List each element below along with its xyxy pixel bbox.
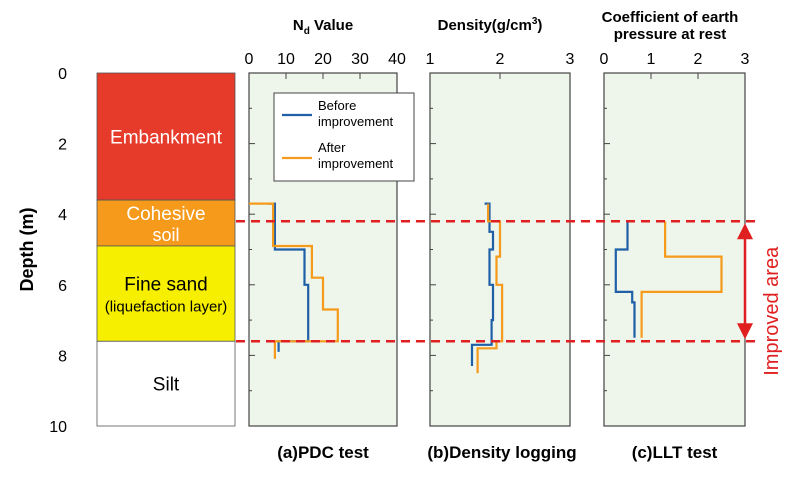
soil-layer-label-0: Embankment	[110, 128, 223, 149]
pdc-xtick-label-3: 30	[351, 51, 369, 68]
llt-series-after	[640, 221, 723, 338]
soil-layer-label-3: Silt	[153, 375, 180, 396]
depth-axis: Depth (m) 0 2 4 6 8 10	[17, 66, 67, 436]
density-title: Density(g/cm3)	[438, 16, 543, 34]
llt-panel: 0 1 2 3 (c)LLT test Coefficient of earthpress…	[600, 9, 750, 462]
improved-area-label: Improved area	[761, 246, 783, 376]
pdc-xtick-label-0: 0	[245, 51, 254, 68]
improved-area-arrow-head-bottom	[737, 323, 753, 340]
depth-axis-label: Depth (m)	[17, 208, 37, 292]
density-xtick-label-2: 3	[566, 51, 575, 68]
pdc-xtick-label-2: 20	[314, 51, 332, 68]
pdc-xtick-label-1: 10	[277, 51, 295, 68]
legend-label-after-1: After	[318, 140, 346, 155]
llt-caption: (c)LLT test	[632, 443, 718, 462]
llt-title-line2: pressure at rest	[614, 26, 727, 43]
legend-box	[273, 92, 415, 182]
density-series-before	[470, 202, 495, 366]
density-caption: (b)Density logging	[427, 443, 576, 462]
soil-layer-label-1: Cohesive	[126, 204, 205, 225]
soil-layer-sublabel-1: soil	[152, 225, 179, 245]
legend-label-before-2: improvement	[318, 114, 394, 129]
pdc-title: Nd Value	[293, 17, 353, 37]
soil-layer-3	[96, 340, 236, 427]
depth-tick-label-3: 6	[58, 278, 67, 295]
llt-series-before	[614, 221, 636, 338]
density-panel: 1 2 3 (b)Density logging Density(g/cm3)	[426, 16, 577, 462]
pdc-caption: (a)PDC test	[277, 443, 369, 462]
soil-layer-2	[96, 245, 236, 342]
llt-xtick-label-0: 0	[600, 51, 609, 68]
soil-layer-0	[96, 72, 236, 201]
llt-title-line1: Coefficient of earth	[602, 9, 739, 26]
improved-area-marker: Improved area	[236, 220, 783, 376]
llt-xtick-label-3: 3	[741, 51, 750, 68]
depth-tick-label-1: 2	[58, 137, 67, 154]
soil-layer-sublabel-2: (liquefaction layer)	[105, 299, 228, 316]
density-xtick-label-0: 1	[426, 51, 435, 68]
depth-tick-label-0: 0	[58, 66, 67, 83]
improved-area-arrow-head-top	[737, 223, 753, 240]
depth-tick-label-4: 8	[58, 348, 67, 365]
density-xtick-label-1: 2	[496, 51, 505, 68]
legend-label-before-1: Before	[318, 98, 356, 113]
pdc-xtick-label-4: 40	[388, 51, 406, 68]
legend-label-after-2: improvement	[318, 156, 394, 171]
llt-xtick-label-1: 1	[647, 51, 656, 68]
llt-xtick-label-2: 2	[694, 51, 703, 68]
soil-layer-label-2: Fine sand	[124, 275, 207, 296]
soil-layer-1	[96, 199, 236, 247]
depth-tick-label-2: 4	[58, 207, 67, 224]
pdc-panel: 0 10 20 30 40 (a)PDC test Nd Value	[245, 17, 406, 462]
depth-tick-label-5: 10	[49, 419, 67, 436]
